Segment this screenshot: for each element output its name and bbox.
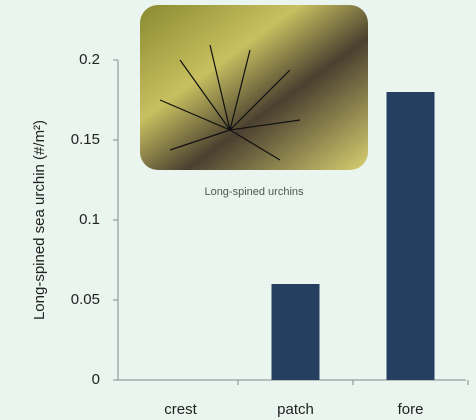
bar — [271, 284, 320, 380]
image-caption: Long-spined urchins — [204, 186, 304, 198]
y-tick-label: 0 — [92, 371, 100, 388]
bar — [386, 92, 435, 380]
x-tick-label: crest — [164, 401, 197, 418]
y-tick-label: 0.2 — [79, 51, 100, 68]
y-tick-label: 0.05 — [71, 291, 100, 308]
urchin-spines — [159, 44, 301, 161]
y-tick-label: 0.1 — [79, 211, 100, 228]
x-tick-label: fore — [398, 401, 424, 418]
urchin-photo — [140, 5, 368, 170]
x-tick-label: patch — [277, 401, 314, 418]
y-tick-label: 0.15 — [71, 131, 100, 148]
y-axis-label: Long-spined sea urchin (#/m²) — [31, 120, 48, 320]
